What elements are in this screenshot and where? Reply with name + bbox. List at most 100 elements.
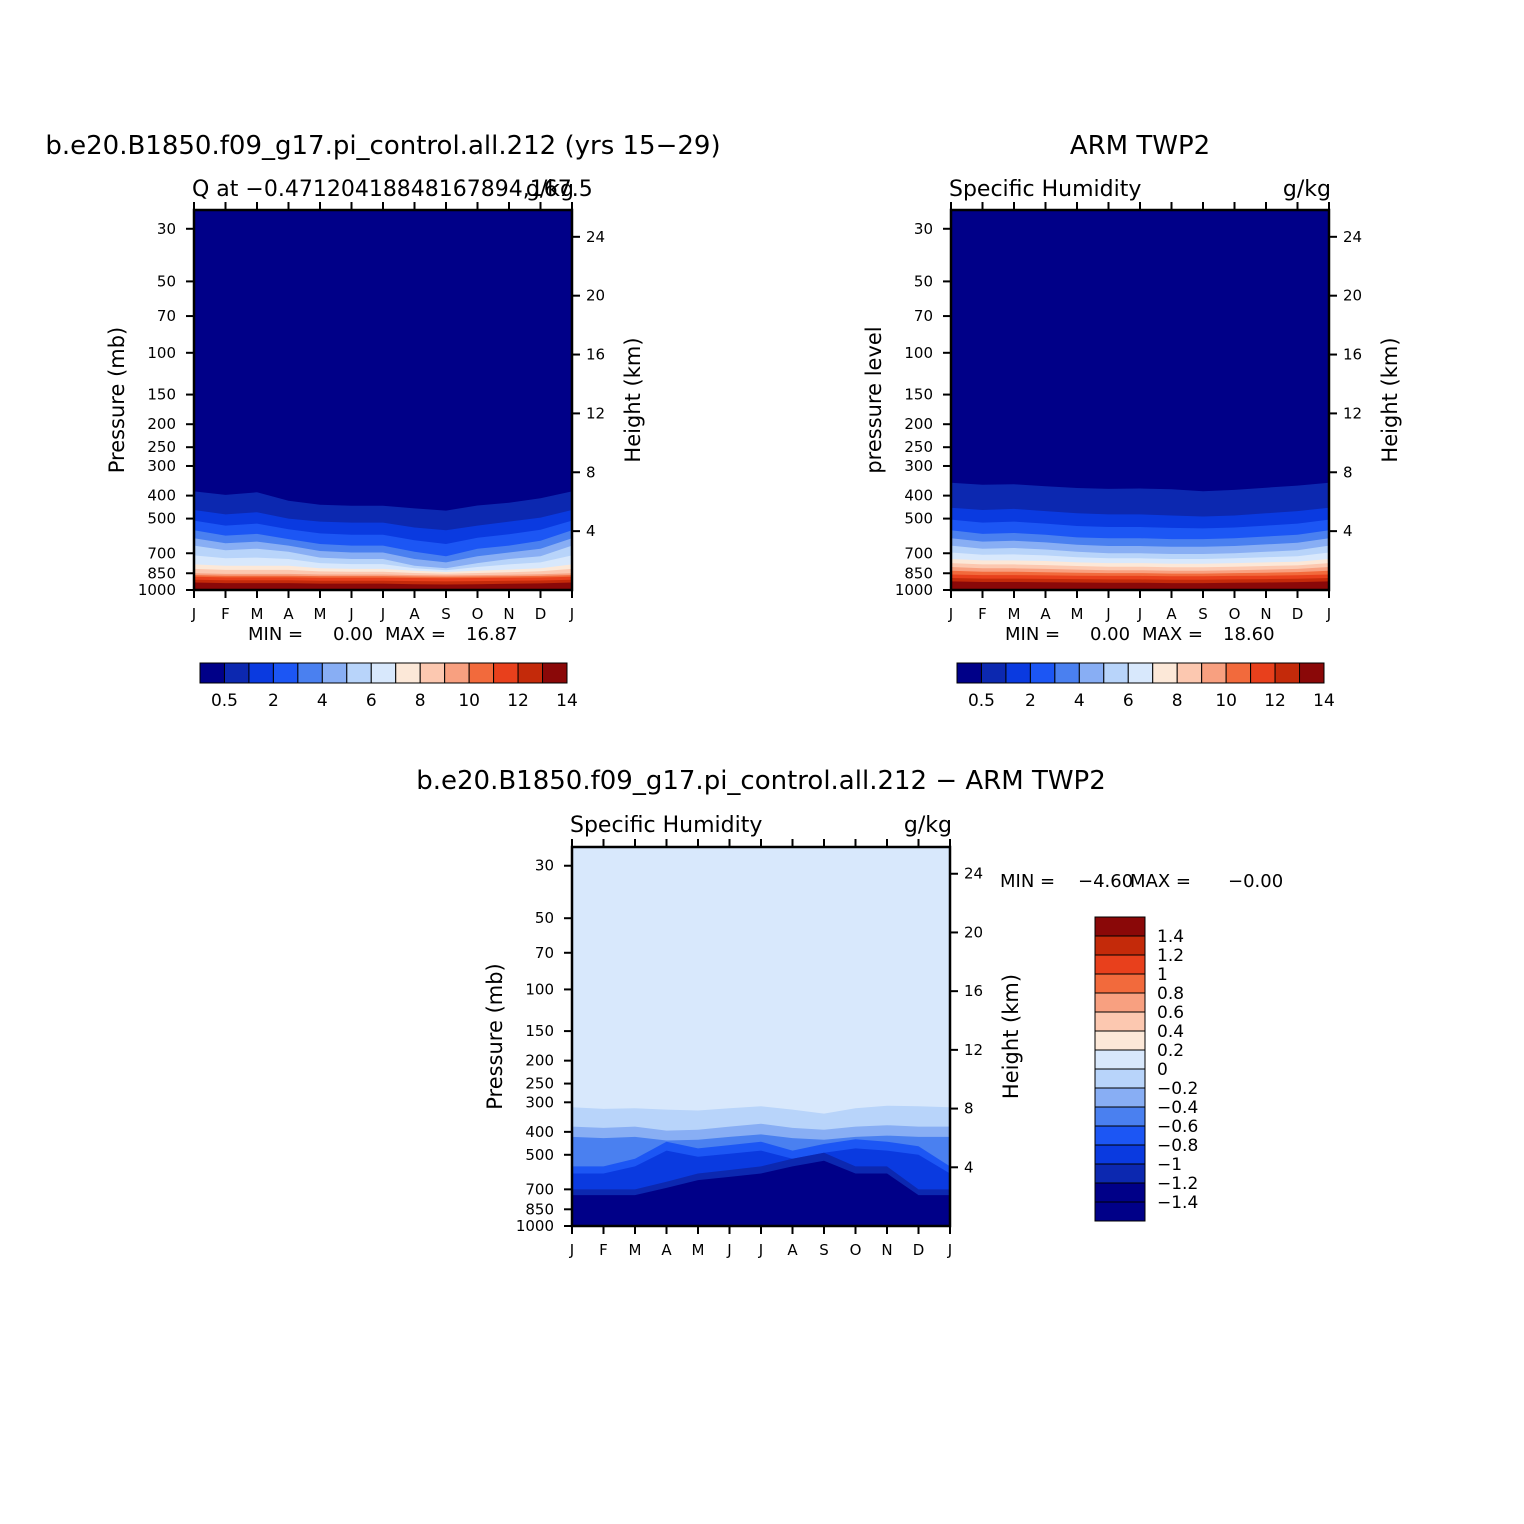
colorbar-swatch — [199, 662, 225, 684]
x-tick-label: J — [948, 605, 953, 623]
colorbar-swatch — [1094, 1068, 1146, 1089]
y2-tick-label: 24 — [586, 228, 605, 246]
colorbar-label: 0.2 — [1157, 1041, 1184, 1061]
max-value: 18.60 — [1223, 624, 1275, 645]
colorbar-label: −1 — [1157, 1155, 1182, 1175]
colorbar-label: 4 — [317, 691, 328, 711]
y2-tick-label: 12 — [964, 1041, 983, 1059]
colorbar-label: 0 — [1157, 1060, 1168, 1080]
y-tick-label: 300 — [904, 457, 933, 475]
x-tick-label: J — [947, 1241, 952, 1259]
y2-tick-label: 8 — [586, 463, 596, 481]
contour-field — [572, 847, 950, 1226]
colorbar-label: 0.5 — [968, 691, 995, 711]
max-label: MAX = — [385, 624, 446, 645]
y2-tick-label: 8 — [964, 1100, 974, 1118]
panel-units: g/kg — [904, 813, 952, 838]
colorbar-swatch — [346, 662, 372, 684]
y-tick-label: 300 — [525, 1093, 554, 1111]
y-tick-label: 100 — [525, 980, 554, 998]
colorbar-swatch — [1094, 1201, 1146, 1222]
x-tick-label: N — [1260, 605, 1271, 623]
colorbar-swatch — [1094, 1125, 1146, 1146]
y-tick-label: 1000 — [138, 581, 176, 599]
x-tick-label: J — [758, 1241, 763, 1259]
colorbar-swatch — [1201, 662, 1227, 684]
y2-tick-label: 12 — [1343, 404, 1362, 422]
colorbar-swatch — [1094, 973, 1146, 994]
x-tick-label: M — [251, 605, 264, 623]
panel-title: b.e20.B1850.f09_g17.pi_control.all.212 (… — [45, 131, 720, 161]
colorbar-label: 0.8 — [1157, 984, 1184, 1004]
max-label: MAX = — [1130, 871, 1191, 892]
colorbar-swatch — [1127, 662, 1154, 684]
y2-tick-label: 24 — [964, 865, 983, 883]
colorbar-swatch — [980, 662, 1007, 684]
x-tick-label: S — [441, 605, 451, 623]
colorbar-swatch — [1054, 662, 1080, 684]
y2-axis-label: Height (km) — [1378, 337, 1402, 462]
x-tick-label: A — [283, 605, 294, 623]
y-tick-label: 70 — [535, 944, 554, 962]
y-tick-label: 700 — [147, 544, 176, 562]
colorbar-swatch — [1094, 992, 1146, 1013]
colorbar-swatch — [419, 662, 446, 684]
x-tick-label: M — [314, 605, 327, 623]
x-tick-label: M — [1008, 605, 1021, 623]
y-axis-label: Pressure (mb) — [483, 963, 507, 1110]
colorbar-label: 2 — [1025, 691, 1036, 711]
colorbar-swatch — [493, 662, 519, 684]
contour-band — [951, 581, 1329, 590]
min-label: MIN = — [1000, 871, 1055, 892]
contour-field — [194, 210, 572, 590]
colorbar-label: −1.4 — [1157, 1193, 1198, 1213]
colorbar-swatch — [468, 662, 495, 684]
colorbar-label: 1.2 — [1157, 946, 1184, 966]
y-tick-label: 70 — [914, 307, 933, 325]
y-tick-label: 50 — [914, 272, 933, 290]
y2-tick-label: 4 — [586, 522, 596, 540]
colorbar-label: 0.5 — [211, 691, 238, 711]
max-value: 16.87 — [466, 624, 518, 645]
x-tick-label: A — [661, 1241, 672, 1259]
y2-tick-label: 4 — [1343, 522, 1353, 540]
y-tick-label: 150 — [904, 386, 933, 404]
colorbar-swatch — [370, 662, 397, 684]
x-tick-label: D — [1292, 605, 1304, 623]
x-tick-label: O — [1229, 605, 1241, 623]
min-label: MIN = — [248, 624, 303, 645]
y2-tick-label: 24 — [1343, 228, 1362, 246]
x-tick-label: J — [569, 1241, 574, 1259]
y2-tick-label: 16 — [1343, 346, 1362, 364]
panel-2: ARM TWP2 Specific Humidity g/kg J F M A M J J A S O N… — [862, 131, 1402, 711]
colorbar-label: 10 — [1215, 691, 1237, 711]
colorbar-label: 0.6 — [1157, 1003, 1184, 1023]
colorbar-swatch — [321, 662, 348, 684]
y-tick-label: 500 — [525, 1146, 554, 1164]
y-tick-label: 30 — [914, 220, 933, 238]
colorbar-label: 8 — [1172, 691, 1183, 711]
y-tick-label: 200 — [147, 415, 176, 433]
y-tick-label: 30 — [157, 220, 176, 238]
colorbar-swatch — [1029, 662, 1056, 684]
panel-title: ARM TWP2 — [1070, 131, 1210, 161]
colorbar-label: 4 — [1074, 691, 1085, 711]
y-tick-label: 1000 — [516, 1217, 554, 1235]
x-tick-label: F — [599, 1241, 608, 1259]
colorbar-label: 14 — [1313, 691, 1335, 711]
y-tick-label: 200 — [525, 1052, 554, 1070]
colorbar-swatch — [1094, 1106, 1146, 1127]
x-tick-label: J — [1105, 605, 1110, 623]
y-tick-label: 70 — [157, 307, 176, 325]
colorbar-swatch — [223, 662, 250, 684]
panel-units: g/kg — [526, 177, 574, 202]
y2-tick-label: 16 — [586, 346, 605, 364]
colorbar-label: 12 — [507, 691, 529, 711]
panel-subtitle: Q at −0.47120418848167894,167.5 — [192, 177, 593, 202]
panel-subtitle: Specific Humidity — [949, 177, 1141, 202]
max-value: −0.00 — [1228, 871, 1283, 892]
x-tick-label: N — [881, 1241, 892, 1259]
y-tick-label: 400 — [525, 1123, 554, 1141]
x-tick-label: M — [692, 1241, 705, 1259]
